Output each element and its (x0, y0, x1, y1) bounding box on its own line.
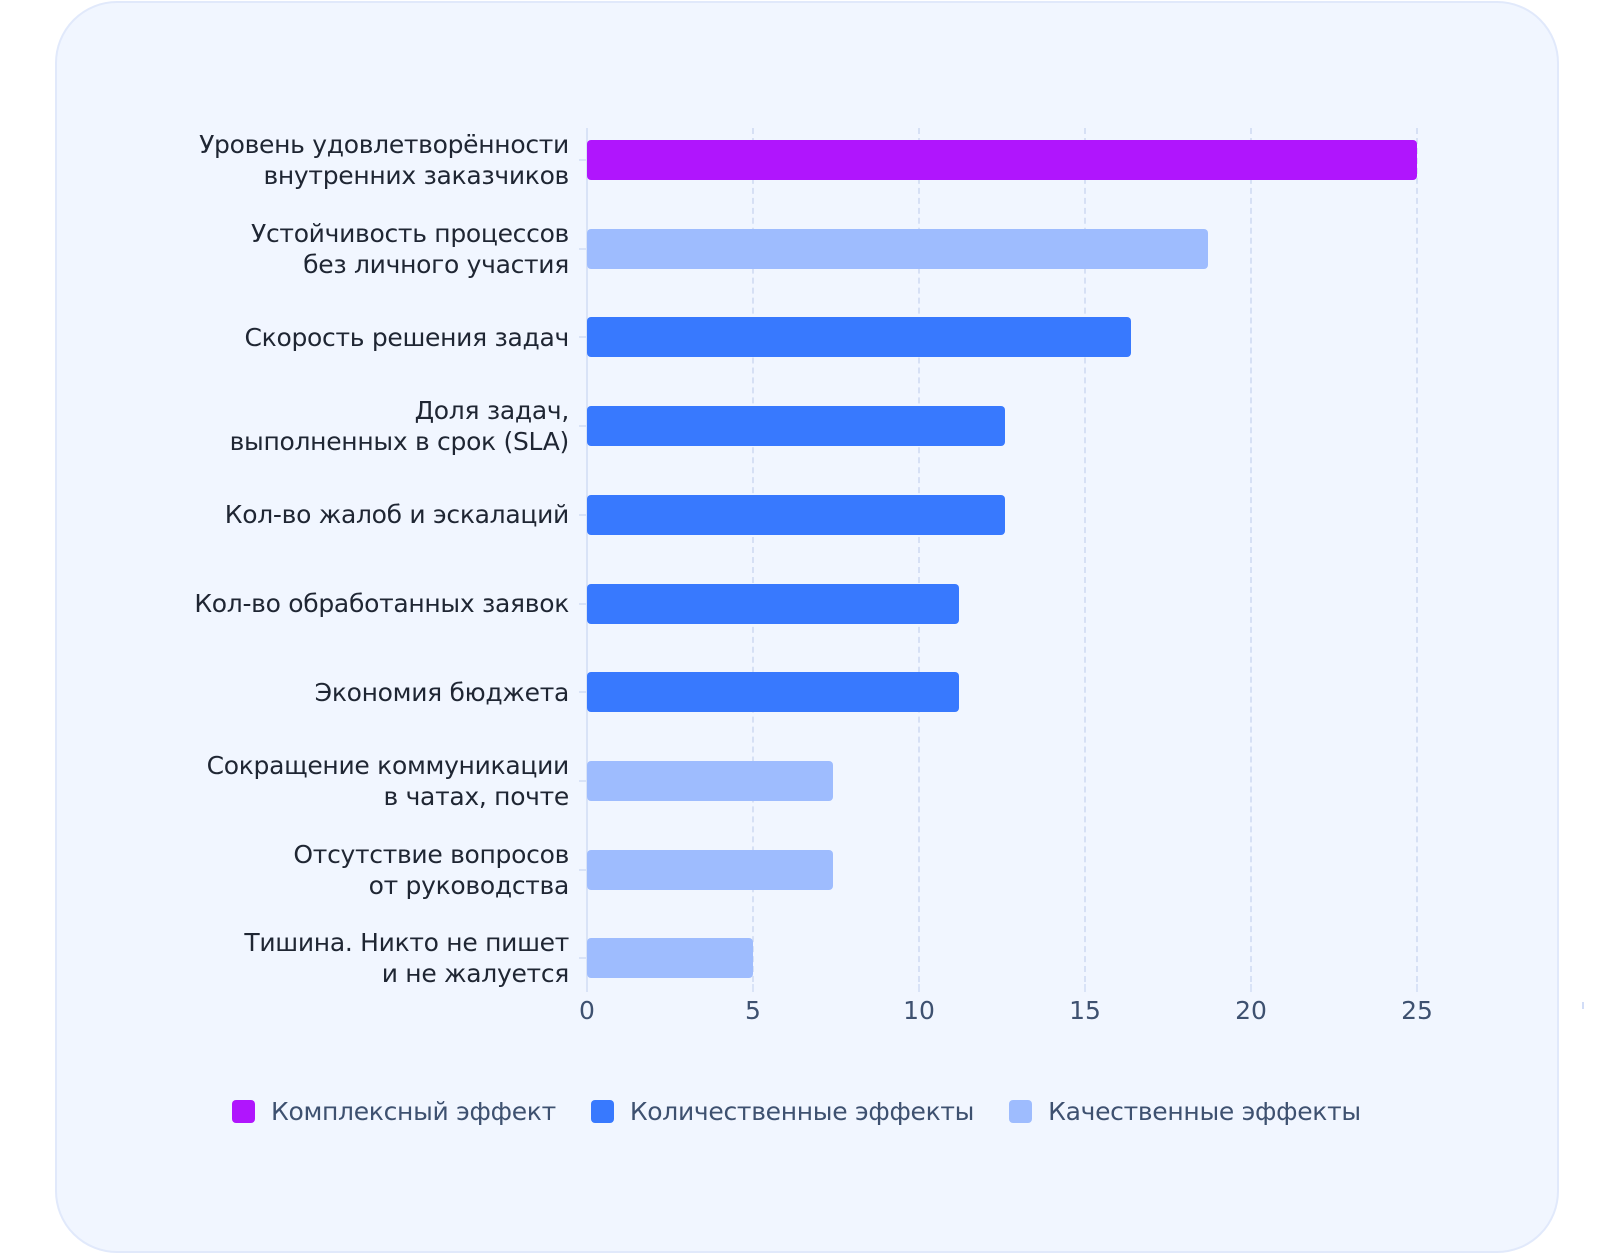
category-label-line: в чатах, почте (383, 781, 570, 811)
x-tick-label: 0 (579, 996, 595, 1025)
decorative-tick (1582, 1002, 1584, 1009)
x-tick-label: 10 (903, 996, 935, 1025)
category-label: Доля задач, выполненных в срок (SLA) (149, 395, 570, 457)
bar[interactable] (587, 406, 1006, 447)
category-label-line: Отсутствие вопросов (293, 839, 569, 869)
category-label-line: выполненных в срок (SLA) (229, 427, 570, 457)
gridline (918, 128, 920, 992)
x-tick-mark (1250, 984, 1252, 992)
x-tick-label: 25 (1401, 996, 1433, 1025)
y-tick-mark (579, 336, 587, 339)
y-tick-mark (579, 691, 587, 694)
category-label: Устойчивость процессов без личного участи… (149, 218, 569, 280)
bar[interactable] (587, 494, 1006, 535)
category-label-line: и не жалуется (381, 959, 570, 989)
y-tick-mark (579, 602, 587, 605)
category-label-line: Кол-во обработанных заявок (194, 589, 569, 618)
category-label: Тишина. Никто не пишет и не жалуется (149, 927, 569, 989)
y-tick-mark (579, 513, 587, 516)
category-label: Кол-во жалоб и эскалаций (149, 499, 570, 530)
bar[interactable] (587, 228, 1208, 269)
y-tick-mark (579, 957, 587, 960)
category-label-line: Экономия бюджета (314, 677, 570, 707)
legend-swatch-quantitative-icon (590, 1100, 614, 1123)
category-label: Отсутствие вопросов от руководства (149, 839, 569, 901)
y-tick-mark (579, 868, 587, 871)
x-tick-mark (1084, 984, 1086, 992)
x-tick-label: 5 (745, 996, 761, 1025)
chart-card (55, 1, 1559, 1253)
category-label: Сокращение коммуникации в чатах, почте (149, 750, 570, 812)
category-label-line: Скорость решения задач (244, 322, 570, 352)
legend-item-complex[interactable]: Комплексный эффект (232, 1097, 556, 1126)
category-label-line: Доля задач, (414, 396, 570, 426)
category-label: Кол-во обработанных заявок (149, 588, 569, 619)
bar[interactable] (587, 583, 959, 624)
y-tick-mark (579, 159, 587, 161)
legend-swatch-qualitative-icon (1009, 1100, 1033, 1123)
y-tick-mark (579, 247, 587, 250)
y-tick-mark (579, 425, 587, 428)
x-tick-label: 15 (1069, 996, 1101, 1025)
y-tick-mark (579, 779, 587, 782)
x-tick-mark (586, 984, 588, 992)
category-label-line: Сокращение коммуникации (206, 750, 570, 780)
legend-item-quantitative[interactable]: Количественные эффекты (590, 1097, 975, 1126)
bar[interactable] (587, 317, 1132, 358)
category-label-line: Кол-во жалоб и эскалаций (224, 500, 570, 530)
legend-label: Количественные эффекты (629, 1097, 975, 1126)
bar[interactable] (587, 140, 1417, 180)
gridline (1250, 128, 1252, 992)
gridline (752, 128, 754, 992)
bar[interactable] (587, 672, 959, 713)
gridline (1084, 128, 1086, 992)
legend-label: Комплексный эффект (271, 1097, 556, 1126)
bar[interactable] (587, 849, 833, 890)
category-label-line: Тишина. Никто не пишет (244, 928, 569, 958)
legend-item-qualitative[interactable]: Качественные эффекты (1009, 1097, 1361, 1126)
legend: Комплексный эффект Количественные эффект… (232, 1097, 1396, 1126)
category-label-line: Уровень удовлетворённости (199, 130, 569, 159)
category-label: Экономия бюджета (149, 677, 570, 708)
category-label-line: Устойчивость процессов (251, 218, 569, 248)
category-label-line: без личного участия (303, 249, 569, 279)
x-tick-mark (752, 984, 754, 992)
bar[interactable] (587, 760, 833, 801)
x-tick-label: 20 (1235, 996, 1267, 1025)
gridline (1416, 128, 1418, 992)
category-label: Скорость решения задач (149, 322, 570, 353)
y-axis-line (586, 128, 588, 992)
bar[interactable] (587, 938, 753, 979)
x-tick-mark (918, 984, 920, 992)
legend-label: Качественные эффекты (1048, 1097, 1361, 1126)
legend-swatch-complex-icon (232, 1100, 255, 1123)
category-label-line: от руководства (368, 870, 570, 900)
x-tick-mark (1416, 984, 1418, 992)
category-label-line: внутренних заказчиков (263, 161, 569, 190)
category-label: Уровень удовлетворённости внутренних зака… (149, 129, 569, 191)
